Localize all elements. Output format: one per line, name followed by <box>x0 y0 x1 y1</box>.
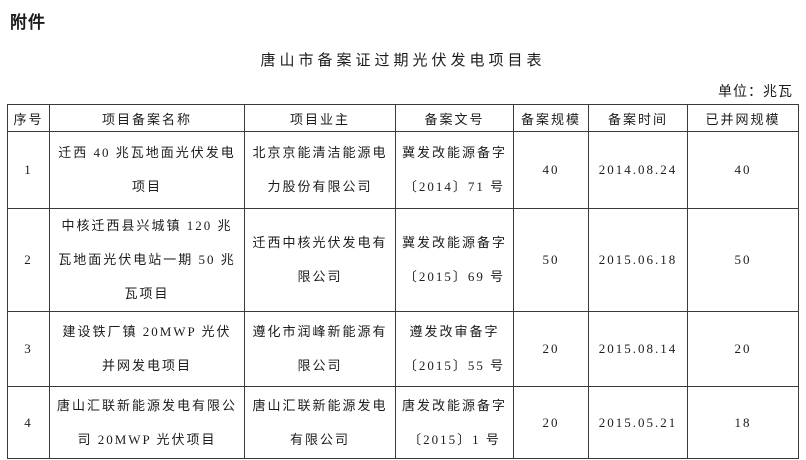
page-title: 唐山市备案证过期光伏发电项目表 <box>260 53 546 69</box>
grid-capacity-cell: 40 <box>687 131 799 209</box>
filing-date-cell: 2015.08.14 <box>588 311 688 387</box>
owner-cell: 北京京能清洁能源电力股份有限公司 <box>244 131 396 209</box>
owner-cell: 唐山汇联新能源发电有限公司 <box>244 386 396 459</box>
table-row: 1 迁西 40 兆瓦地面光伏发电项目 北京京能清洁能源电力股份有限公司 冀发改能源备字… <box>7 131 799 209</box>
header-filing-date: 备案时间 <box>588 104 688 132</box>
grid-capacity-cell: 20 <box>687 311 799 387</box>
header-project-name: 项目备案名称 <box>49 104 245 132</box>
header-row-number: 序号 <box>7 104 50 132</box>
doc-number-cell: 遵发改审备字〔2015〕55 号 <box>395 311 514 387</box>
doc-number-cell: 唐发改能源备字〔2015〕1 号 <box>395 386 514 459</box>
table-row: 3 建设铁厂镇 20MWP 光伏并网发电项目 遵化市润峰新能源有限公司 遵发改审备字〔… <box>7 311 799 387</box>
project-name-cell: 迁西 40 兆瓦地面光伏发电项目 <box>49 131 245 209</box>
row-number-cell: 2 <box>7 208 50 312</box>
filed-capacity-cell: 20 <box>513 311 589 387</box>
project-name-cell: 中核迁西县兴城镇 120 兆瓦地面光伏电站一期 50 兆瓦项目 <box>49 208 245 312</box>
grid-capacity-cell: 18 <box>687 386 799 459</box>
row-number-cell: 3 <box>7 311 50 387</box>
filed-capacity-cell: 20 <box>513 386 589 459</box>
project-name-cell: 建设铁厂镇 20MWP 光伏并网发电项目 <box>49 311 245 387</box>
projects-table: 序号 项目备案名称 项目业主 备案文号 备案规模 备案时间 已并网规模 1 迁西 … <box>7 104 799 459</box>
table-header-row: 序号 项目备案名称 项目业主 备案文号 备案规模 备案时间 已并网规模 <box>7 104 799 132</box>
row-number-cell: 4 <box>7 386 50 459</box>
filing-date-cell: 2014.08.24 <box>588 131 688 209</box>
header-owner: 项目业主 <box>244 104 396 132</box>
filed-capacity-cell: 50 <box>513 208 589 312</box>
header-filed-capacity: 备案规模 <box>513 104 589 132</box>
doc-number-cell: 冀发改能源备字〔2014〕71 号 <box>395 131 514 209</box>
attachment-label: 附件 <box>10 13 46 32</box>
document-page: 附件 唐山市备案证过期光伏发电项目表 单位：兆瓦 序号 项目备案名称 项目业主 … <box>0 8 806 459</box>
header-grid-capacity: 已并网规模 <box>687 104 799 132</box>
owner-cell: 迁西中核光伏发电有限公司 <box>244 208 396 312</box>
project-name-cell: 唐山汇联新能源发电有限公司 20MWP 光伏项目 <box>49 386 245 459</box>
table-row: 2 中核迁西县兴城镇 120 兆瓦地面光伏电站一期 50 兆瓦项目 迁西中核光伏发电… <box>7 208 799 312</box>
filing-date-cell: 2015.05.21 <box>588 386 688 459</box>
doc-number-cell: 冀发改能源备字〔2015〕69 号 <box>395 208 514 312</box>
unit-label: 单位：兆瓦 <box>718 85 793 100</box>
owner-cell: 遵化市润峰新能源有限公司 <box>244 311 396 387</box>
row-number-cell: 1 <box>7 131 50 209</box>
filed-capacity-cell: 40 <box>513 131 589 209</box>
filing-date-cell: 2015.06.18 <box>588 208 688 312</box>
grid-capacity-cell: 50 <box>687 208 799 312</box>
table-row: 4 唐山汇联新能源发电有限公司 20MWP 光伏项目 唐山汇联新能源发电有限公司 唐发… <box>7 386 799 459</box>
header-doc-number: 备案文号 <box>395 104 514 132</box>
